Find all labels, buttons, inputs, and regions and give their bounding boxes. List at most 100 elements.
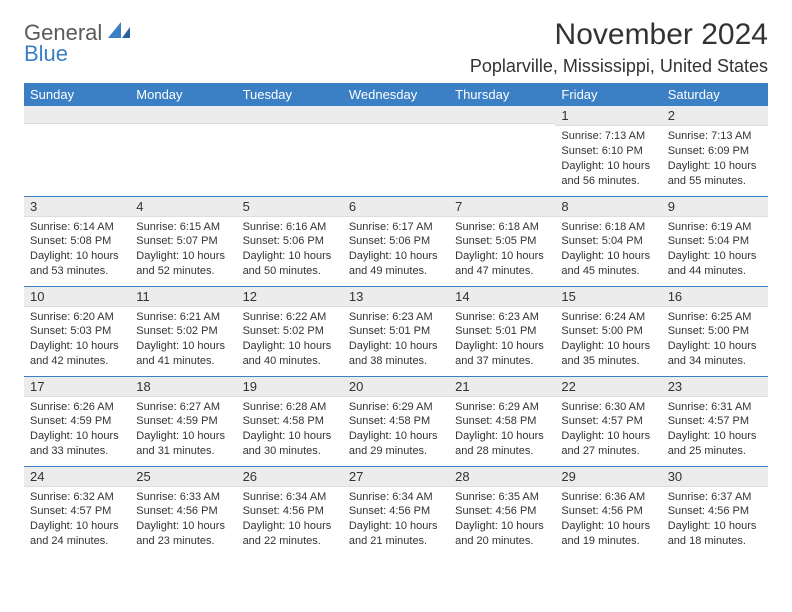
calendar-cell: 30Sunrise: 6:37 AMSunset: 4:56 PMDayligh… [662, 466, 768, 556]
day-number: 10 [24, 287, 130, 307]
sunrise-label: Sunrise: [561, 130, 604, 142]
calendar-cell: 17Sunrise: 6:26 AMSunset: 4:59 PMDayligh… [24, 376, 130, 466]
day-body: Sunrise: 6:19 AMSunset: 5:04 PMDaylight:… [662, 217, 768, 282]
daylight-label: Daylight: [561, 340, 607, 352]
daylight-label: Daylight: [668, 250, 714, 262]
sunset-line: Sunset: 4:57 PM [561, 414, 655, 429]
day-body: Sunrise: 6:20 AMSunset: 5:03 PMDaylight:… [24, 307, 130, 372]
day-number: 1 [555, 106, 661, 126]
day-body: Sunrise: 6:23 AMSunset: 5:01 PMDaylight:… [449, 307, 555, 372]
weekday-header: Wednesday [343, 83, 449, 106]
month-title: November 2024 [470, 18, 768, 52]
day-number: 16 [662, 287, 768, 307]
sunrise-value: 6:17 AM [392, 221, 432, 233]
day-body: Sunrise: 7:13 AMSunset: 6:09 PMDaylight:… [662, 126, 768, 191]
daylight-line: Daylight: 10 hours and 25 minutes. [668, 429, 762, 459]
sunrise-value: 6:32 AM [73, 491, 113, 503]
daylight-line: Daylight: 10 hours and 41 minutes. [136, 339, 230, 369]
daylight-label: Daylight: [561, 430, 607, 442]
sunrise-line: Sunrise: 6:22 AM [243, 310, 337, 325]
sunset-label: Sunset: [243, 235, 283, 247]
sunset-label: Sunset: [668, 505, 708, 517]
sunrise-value: 6:37 AM [711, 491, 751, 503]
day-body: Sunrise: 6:36 AMSunset: 4:56 PMDaylight:… [555, 487, 661, 552]
daylight-line: Daylight: 10 hours and 37 minutes. [455, 339, 549, 369]
sunset-line: Sunset: 5:02 PM [136, 324, 230, 339]
sunrise-line: Sunrise: 6:25 AM [668, 310, 762, 325]
daylight-line: Daylight: 10 hours and 18 minutes. [668, 519, 762, 549]
sunrise-label: Sunrise: [349, 401, 392, 413]
sunrise-line: Sunrise: 6:37 AM [668, 490, 762, 505]
weekday-header: Monday [130, 83, 236, 106]
calendar-cell: 25Sunrise: 6:33 AMSunset: 4:56 PMDayligh… [130, 466, 236, 556]
daylight-label: Daylight: [668, 520, 714, 532]
sunset-value: 4:58 PM [389, 415, 430, 427]
weekday-header: Saturday [662, 83, 768, 106]
sunset-value: 4:56 PM [495, 505, 536, 517]
sunset-line: Sunset: 4:58 PM [455, 414, 549, 429]
daylight-label: Daylight: [561, 160, 607, 172]
day-number-empty [237, 106, 343, 124]
day-body: Sunrise: 6:29 AMSunset: 4:58 PMDaylight:… [343, 397, 449, 462]
calendar-cell: 3Sunrise: 6:14 AMSunset: 5:08 PMDaylight… [24, 196, 130, 286]
sunset-label: Sunset: [349, 235, 389, 247]
sunrise-value: 6:26 AM [73, 401, 113, 413]
day-number: 17 [24, 377, 130, 397]
sunset-value: 4:56 PM [389, 505, 430, 517]
daylight-line: Daylight: 10 hours and 34 minutes. [668, 339, 762, 369]
calendar-table: SundayMondayTuesdayWednesdayThursdayFrid… [24, 83, 768, 556]
sunrise-value: 6:31 AM [711, 401, 751, 413]
day-number: 20 [343, 377, 449, 397]
daylight-line: Daylight: 10 hours and 28 minutes. [455, 429, 549, 459]
calendar-cell: 18Sunrise: 6:27 AMSunset: 4:59 PMDayligh… [130, 376, 236, 466]
sunrise-line: Sunrise: 6:35 AM [455, 490, 549, 505]
sunset-label: Sunset: [30, 505, 70, 517]
sunset-value: 6:09 PM [708, 145, 749, 157]
calendar-cell: 20Sunrise: 6:29 AMSunset: 4:58 PMDayligh… [343, 376, 449, 466]
sunrise-label: Sunrise: [668, 491, 711, 503]
weekday-header: Tuesday [237, 83, 343, 106]
daylight-label: Daylight: [455, 250, 501, 262]
sunrise-line: Sunrise: 6:23 AM [455, 310, 549, 325]
day-body: Sunrise: 6:34 AMSunset: 4:56 PMDaylight:… [343, 487, 449, 552]
sunrise-label: Sunrise: [243, 311, 286, 323]
sunrise-line: Sunrise: 6:32 AM [30, 490, 124, 505]
sunset-label: Sunset: [136, 235, 176, 247]
sunset-line: Sunset: 4:57 PM [668, 414, 762, 429]
daylight-line: Daylight: 10 hours and 19 minutes. [561, 519, 655, 549]
sunset-value: 4:57 PM [70, 505, 111, 517]
daylight-label: Daylight: [243, 250, 289, 262]
calendar-cell: 7Sunrise: 6:18 AMSunset: 5:05 PMDaylight… [449, 196, 555, 286]
sunrise-value: 6:25 AM [711, 311, 751, 323]
day-number: 13 [343, 287, 449, 307]
day-body: Sunrise: 6:32 AMSunset: 4:57 PMDaylight:… [24, 487, 130, 552]
daylight-label: Daylight: [243, 430, 289, 442]
sunrise-value: 6:33 AM [180, 491, 220, 503]
day-number: 3 [24, 197, 130, 217]
day-number-empty [130, 106, 236, 124]
sunset-line: Sunset: 4:56 PM [561, 504, 655, 519]
day-body: Sunrise: 6:25 AMSunset: 5:00 PMDaylight:… [662, 307, 768, 372]
daylight-label: Daylight: [668, 340, 714, 352]
calendar-cell: 16Sunrise: 6:25 AMSunset: 5:00 PMDayligh… [662, 286, 768, 376]
calendar-cell: 26Sunrise: 6:34 AMSunset: 4:56 PMDayligh… [237, 466, 343, 556]
calendar-cell: 12Sunrise: 6:22 AMSunset: 5:02 PMDayligh… [237, 286, 343, 376]
sunset-line: Sunset: 4:56 PM [455, 504, 549, 519]
sunset-label: Sunset: [668, 415, 708, 427]
daylight-label: Daylight: [349, 520, 395, 532]
sunrise-line: Sunrise: 6:17 AM [349, 220, 443, 235]
daylight-label: Daylight: [561, 520, 607, 532]
sunrise-label: Sunrise: [136, 491, 179, 503]
daylight-label: Daylight: [30, 250, 76, 262]
daylight-label: Daylight: [561, 250, 607, 262]
sunrise-line: Sunrise: 6:18 AM [455, 220, 549, 235]
sunset-line: Sunset: 4:56 PM [136, 504, 230, 519]
day-body-empty [237, 124, 343, 184]
sunrise-label: Sunrise: [30, 221, 73, 233]
sunset-value: 5:02 PM [283, 325, 324, 337]
calendar-row: 10Sunrise: 6:20 AMSunset: 5:03 PMDayligh… [24, 286, 768, 376]
daylight-line: Daylight: 10 hours and 52 minutes. [136, 249, 230, 279]
day-body: Sunrise: 6:21 AMSunset: 5:02 PMDaylight:… [130, 307, 236, 372]
sunset-label: Sunset: [349, 415, 389, 427]
day-number: 7 [449, 197, 555, 217]
